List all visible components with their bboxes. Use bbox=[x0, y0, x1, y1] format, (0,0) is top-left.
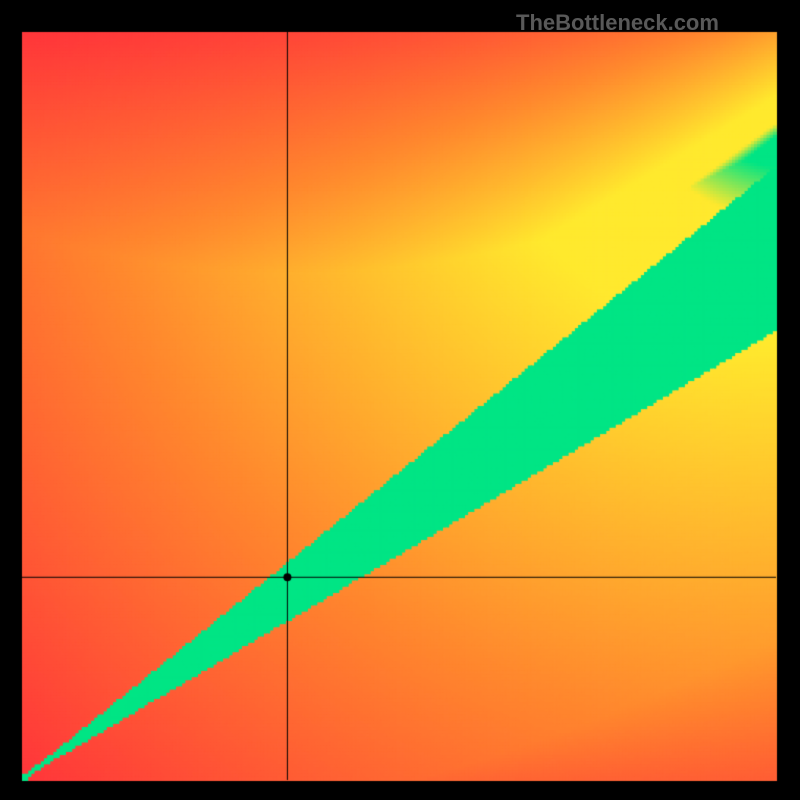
heatmap-canvas bbox=[0, 0, 800, 800]
bottleneck-heatmap bbox=[0, 0, 800, 800]
